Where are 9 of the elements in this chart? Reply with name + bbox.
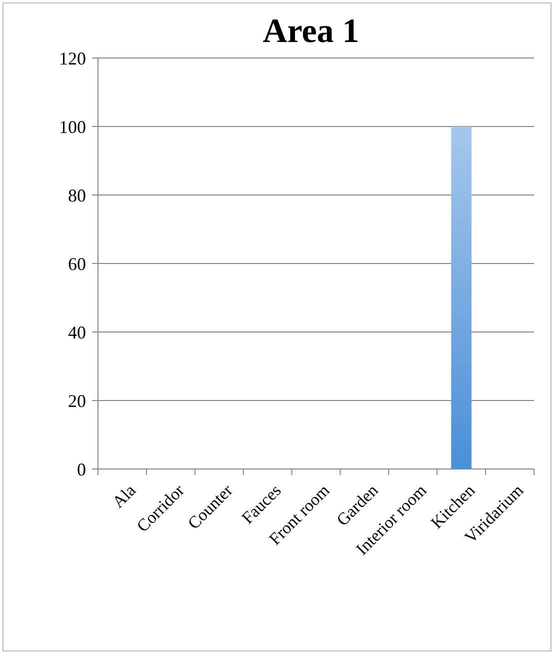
y-tick-label: 40 bbox=[68, 322, 86, 342]
chart-title: Area 1 bbox=[262, 13, 360, 50]
y-tick-label: 0 bbox=[77, 459, 86, 480]
y-tick-label: 120 bbox=[59, 48, 86, 68]
y-tick-label: 80 bbox=[68, 185, 86, 206]
y-tick-label: 20 bbox=[68, 390, 86, 411]
y-tick-label: 60 bbox=[68, 254, 86, 274]
y-tick-label: 100 bbox=[59, 116, 86, 137]
x-tick-label: Ala bbox=[108, 480, 140, 512]
